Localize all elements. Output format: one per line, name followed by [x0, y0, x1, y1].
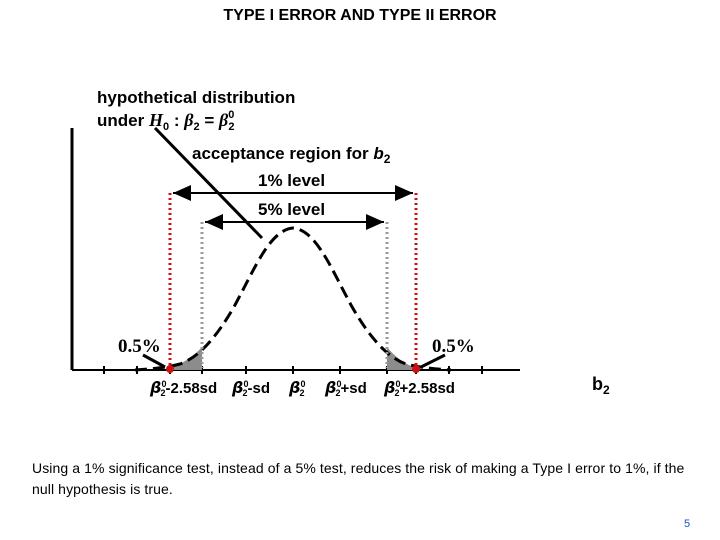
level-1pct-label: 1% level	[258, 171, 326, 190]
tick-label-plus-sd: β02+sd	[325, 378, 367, 398]
tick-label-plus-2-58sd: β02+2.58sd	[384, 378, 455, 398]
critical-point-left	[166, 365, 174, 373]
beta-symbol: β2	[184, 110, 200, 133]
level-5pct-label: 5% level	[258, 200, 326, 219]
critical-point-right	[412, 365, 420, 373]
pointer-left-tail	[142, 353, 166, 369]
x-axis-label: b2	[592, 374, 610, 397]
pointer-right-tail	[420, 353, 446, 369]
right-tail-shade	[387, 347, 416, 370]
hypothesis-under: under	[97, 111, 145, 130]
hypothesis-line1: hypothetical distribution	[97, 88, 296, 107]
equals-sign: =	[204, 111, 215, 130]
hypothesis-label: hypothetical distribution under H0 : β2 …	[97, 87, 295, 134]
tick-label-minus-2-58sd: β02-2.58sd	[150, 378, 218, 398]
beta0-symbol: β02	[219, 109, 235, 133]
h-symbol: H0	[148, 110, 170, 133]
colon: :	[173, 111, 180, 130]
left-tail-percent: 0.5%	[118, 336, 161, 357]
hypothesis-line2: under H0 : β2 = β02	[97, 109, 295, 134]
caption: Using a 1% significance test, instead of…	[32, 460, 685, 497]
slide-title: TYPE I ERROR AND TYPE II ERROR	[223, 7, 497, 24]
page-number: 5	[684, 518, 691, 530]
tick-label-center: β02	[289, 378, 306, 398]
pointer-line	[153, 126, 264, 240]
left-tail-shade	[170, 347, 202, 370]
normal-curve	[134, 226, 452, 372]
right-tail-percent: 0.5%	[432, 336, 475, 357]
acceptance-region-label: acceptance region for b2	[192, 144, 391, 166]
tick-label-minus-sd: β02-sd	[232, 378, 270, 398]
